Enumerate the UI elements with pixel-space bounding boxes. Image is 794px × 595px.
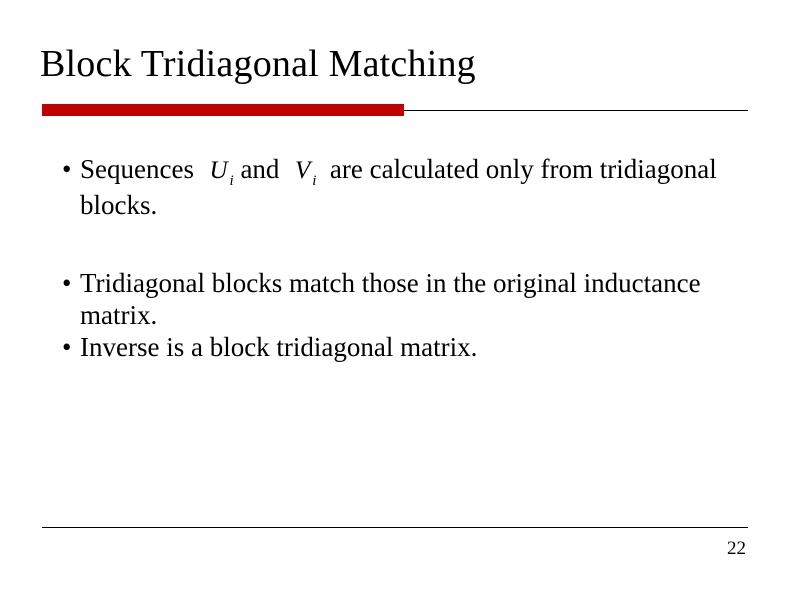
math-var-U: U — [207, 157, 229, 184]
bullet-marker: • — [62, 332, 80, 364]
math-sub-i-1: i — [230, 173, 234, 189]
slide-title: Block Tridiagonal Matching — [40, 42, 476, 86]
bullet-1-text: Sequences Ui and Vi are calculated only … — [80, 154, 722, 222]
footer-divider — [42, 527, 748, 528]
bullet-marker: • — [62, 268, 80, 300]
bullet-1: • Sequences Ui and Vi are calculated onl… — [62, 154, 722, 222]
bullet-1-pre: Sequences — [80, 154, 201, 184]
bullet-group-1: • Sequences Ui and Vi are calculated onl… — [62, 154, 722, 222]
page-number: 22 — [727, 538, 746, 560]
bullet-2-text: Tridiagonal blocks match those in the or… — [80, 268, 722, 332]
slide: Block Tridiagonal Matching • Sequences U… — [0, 0, 794, 595]
bullet-group-2: • Tridiagonal blocks match those in the … — [62, 268, 722, 364]
bullet-3: • Inverse is a block tridiagonal matrix. — [62, 332, 722, 364]
slide-body: • Sequences Ui and Vi are calculated onl… — [62, 154, 722, 364]
bullet-1-mid: and — [234, 154, 286, 184]
bullet-2: • Tridiagonal blocks match those in the … — [62, 268, 722, 332]
bullet-3-text: Inverse is a block tridiagonal matrix. — [80, 332, 722, 364]
math-var-V: V — [293, 157, 312, 184]
bullet-marker: • — [62, 154, 80, 186]
title-accent-bar — [42, 104, 404, 116]
bullet-1-gap2 — [286, 154, 293, 184]
math-sub-i-2: i — [312, 173, 316, 189]
